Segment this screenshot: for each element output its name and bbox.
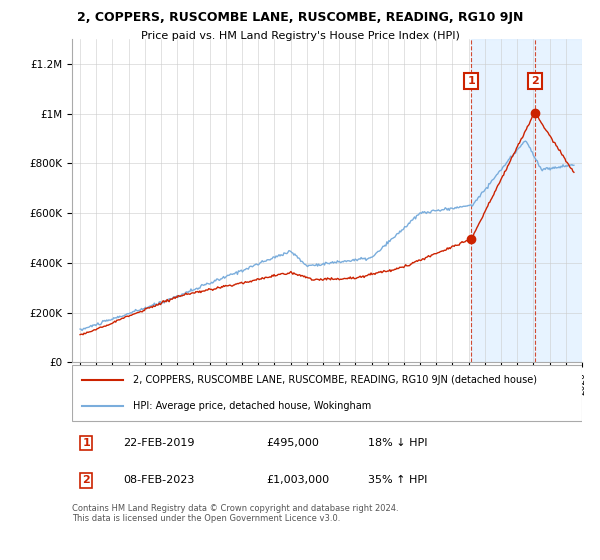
Text: 1: 1 bbox=[82, 438, 90, 448]
Text: 35% ↑ HPI: 35% ↑ HPI bbox=[368, 475, 427, 486]
Text: Price paid vs. HM Land Registry's House Price Index (HPI): Price paid vs. HM Land Registry's House … bbox=[140, 31, 460, 41]
Text: £1,003,000: £1,003,000 bbox=[266, 475, 329, 486]
Text: 2: 2 bbox=[82, 475, 90, 486]
Text: 22-FEB-2019: 22-FEB-2019 bbox=[123, 438, 194, 448]
Text: 2, COPPERS, RUSCOMBE LANE, RUSCOMBE, READING, RG10 9JN (detached house): 2, COPPERS, RUSCOMBE LANE, RUSCOMBE, REA… bbox=[133, 375, 537, 385]
Text: 1: 1 bbox=[467, 76, 475, 86]
Bar bbox=[471, 39, 582, 362]
Text: 08-FEB-2023: 08-FEB-2023 bbox=[123, 475, 194, 486]
Text: Contains HM Land Registry data © Crown copyright and database right 2024.
This d: Contains HM Land Registry data © Crown c… bbox=[72, 504, 398, 524]
Text: 18% ↓ HPI: 18% ↓ HPI bbox=[368, 438, 427, 448]
Text: 2: 2 bbox=[531, 76, 539, 86]
Text: £495,000: £495,000 bbox=[266, 438, 319, 448]
Text: HPI: Average price, detached house, Wokingham: HPI: Average price, detached house, Woki… bbox=[133, 401, 371, 411]
Text: 2, COPPERS, RUSCOMBE LANE, RUSCOMBE, READING, RG10 9JN: 2, COPPERS, RUSCOMBE LANE, RUSCOMBE, REA… bbox=[77, 11, 523, 24]
